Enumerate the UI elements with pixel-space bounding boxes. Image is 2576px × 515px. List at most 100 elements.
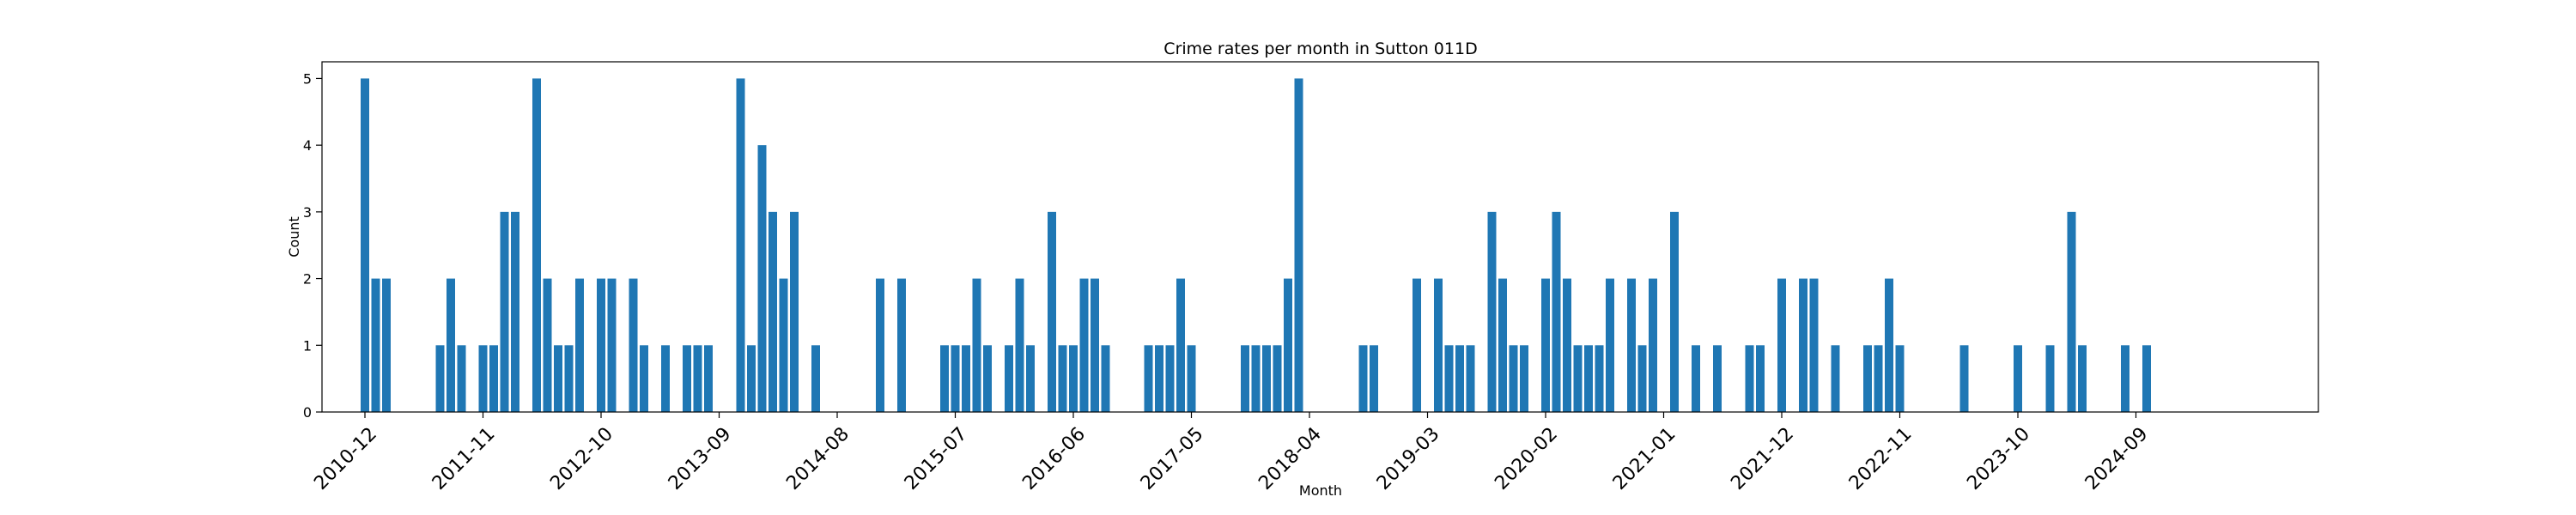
- bar-2022-09: [1874, 345, 1883, 412]
- x-tick-label: 2017-05: [1137, 423, 1208, 494]
- x-tick-label: 2023-10: [1963, 423, 2034, 494]
- x-axis: 2010-12 2011-11 2012-10 2013-09 2014-08 2015-…: [310, 412, 2152, 494]
- bar-2015-06: [940, 345, 949, 412]
- bar-2012-10: [597, 278, 605, 412]
- chart-title: Crime rates per month in Sutton 011D: [1163, 39, 1477, 58]
- bar-2019-10: [1498, 278, 1507, 412]
- bar-2021-09: [1745, 345, 1754, 412]
- bar-2011-01: [371, 278, 380, 412]
- y-tick-label: 3: [303, 204, 312, 221]
- bar-2011-12: [489, 345, 498, 412]
- x-axis-label: Month: [1299, 482, 1342, 499]
- bar-2013-07: [693, 345, 702, 412]
- bar-2019-02: [1413, 278, 1421, 412]
- plot-frame: [321, 61, 2319, 413]
- bar-2018-10: [1370, 345, 1378, 412]
- x-tick-label: 2019-03: [1373, 423, 1444, 494]
- bar-2018-01: [1273, 345, 1282, 412]
- bar-2016-01: [1015, 278, 1024, 412]
- bar-2022-10: [1885, 278, 1893, 412]
- bar-2014-01: [757, 145, 767, 412]
- bar-2024-08: [2121, 345, 2129, 412]
- bar-2016-07: [1079, 278, 1089, 412]
- bar-2013-01: [629, 278, 638, 412]
- x-tick-label: 2021-12: [1727, 423, 1798, 494]
- bar-2012-11: [607, 278, 617, 412]
- bar-2013-12: [747, 345, 756, 412]
- bar-2019-11: [1509, 345, 1518, 412]
- bar-2018-03: [1294, 78, 1303, 413]
- bar-2011-09: [457, 345, 466, 412]
- bar-2020-11: [1637, 345, 1647, 412]
- x-tick-label: 2013-09: [665, 423, 736, 494]
- bar-2016-08: [1091, 278, 1099, 412]
- x-tick-label: 2021-01: [1609, 423, 1680, 494]
- bar-2011-02: [382, 278, 391, 412]
- y-tick-label: 5: [303, 70, 312, 87]
- bar-2010-12: [361, 78, 369, 413]
- bar-2014-02: [769, 211, 777, 412]
- bar-2021-12: [1777, 278, 1786, 412]
- bar-2015-07: [951, 345, 960, 412]
- bar-2015-09: [972, 278, 981, 412]
- y-tick-label: 1: [303, 337, 312, 354]
- bar-2017-04: [1176, 278, 1185, 412]
- bar-2022-08: [1863, 345, 1872, 412]
- bar-2016-02: [1026, 345, 1035, 412]
- bar-2015-08: [962, 345, 970, 412]
- bar-2013-08: [704, 345, 713, 412]
- bar-2021-10: [1756, 345, 1765, 412]
- bar-2020-04: [1563, 278, 1571, 412]
- bar-2015-02: [897, 278, 906, 412]
- bar-2018-02: [1284, 278, 1292, 412]
- bar-2017-11: [1251, 345, 1261, 412]
- bar-2012-02: [511, 211, 519, 412]
- bar-2019-12: [1520, 345, 1528, 412]
- bar-2017-03: [1165, 345, 1175, 412]
- y-tick-label: 0: [303, 404, 312, 421]
- bar-2019-05: [1444, 345, 1454, 412]
- bar-2022-11: [1895, 345, 1905, 412]
- y-tick-label: 2: [303, 271, 312, 288]
- bar-2020-03: [1552, 211, 1561, 412]
- bar-2021-04: [1692, 345, 1700, 412]
- bar-2014-06: [811, 345, 820, 412]
- x-tick-label: 2014-08: [782, 423, 854, 494]
- x-tick-label: 2011-11: [428, 423, 500, 494]
- bar-2022-05: [1831, 345, 1840, 412]
- bar-2019-07: [1466, 345, 1475, 412]
- bar-2016-05: [1058, 345, 1067, 412]
- bar-2016-09: [1101, 345, 1110, 412]
- bar-2017-01: [1144, 345, 1153, 412]
- bar-2015-12: [1005, 345, 1013, 412]
- bar-2024-03: [2067, 211, 2076, 412]
- bar-2019-06: [1455, 345, 1464, 412]
- bar-2014-04: [790, 211, 799, 412]
- bar-2019-04: [1434, 278, 1443, 412]
- bar-2022-02: [1799, 278, 1807, 412]
- bar-2012-04: [532, 78, 541, 413]
- bar-2017-05: [1187, 345, 1196, 412]
- x-tick-label: 2015-07: [901, 423, 972, 494]
- x-tick-label: 2012-10: [546, 423, 617, 494]
- bar-2022-03: [1809, 278, 1819, 412]
- bar-2024-01: [2045, 345, 2055, 412]
- bar-2012-07: [564, 345, 574, 412]
- bar-2012-08: [575, 278, 584, 412]
- bar-2023-10: [2014, 345, 2022, 412]
- x-tick-label: 2010-12: [310, 423, 381, 494]
- bars-group: [361, 78, 2151, 413]
- bar-2017-10: [1241, 345, 1249, 412]
- bar-2013-04: [661, 345, 670, 412]
- x-tick-label: 2020-02: [1491, 423, 1562, 494]
- bar-2013-02: [640, 345, 648, 412]
- bar-2024-10: [2142, 345, 2151, 412]
- x-tick-label: 2022-11: [1845, 423, 1917, 494]
- bar-2020-05: [1573, 345, 1583, 412]
- bar-2011-11: [478, 345, 488, 412]
- bar-2020-10: [1627, 278, 1636, 412]
- y-tick-label: 4: [303, 137, 312, 154]
- bar-2013-06: [683, 345, 691, 412]
- bar-2020-08: [1606, 278, 1614, 412]
- bar-2020-07: [1595, 345, 1604, 412]
